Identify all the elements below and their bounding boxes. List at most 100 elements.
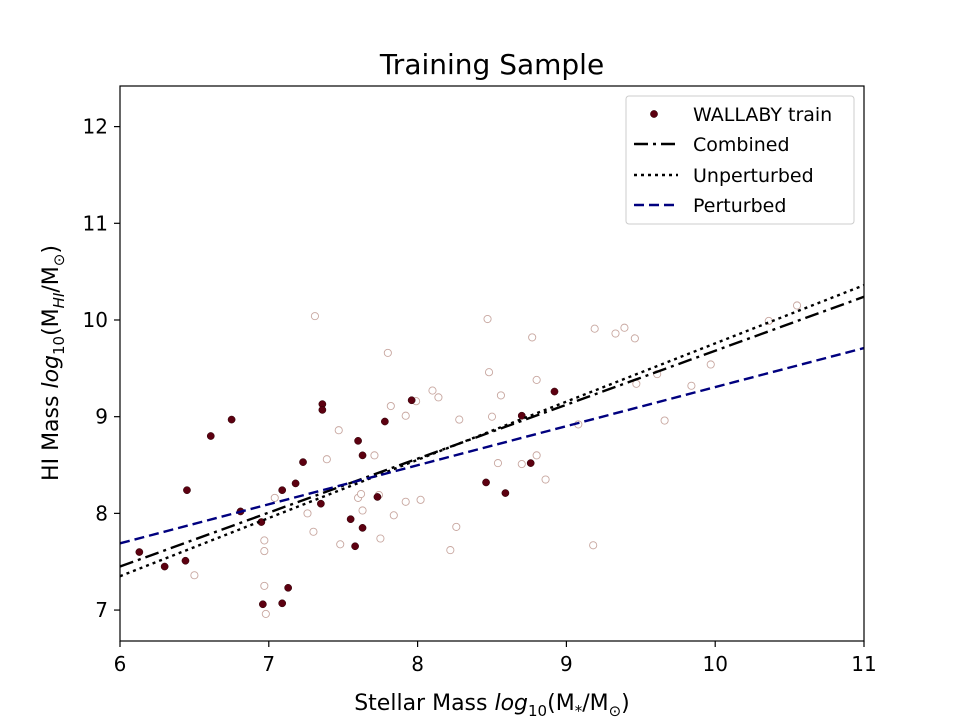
legend-box	[625, 95, 855, 225]
sample-point	[446, 546, 455, 555]
sample-point	[687, 381, 696, 390]
background-points	[190, 301, 802, 618]
sample-point	[541, 475, 550, 484]
train-point	[299, 458, 307, 466]
train-point	[318, 406, 327, 414]
sample-point	[589, 541, 598, 550]
train-point	[358, 524, 367, 532]
sample-point	[310, 312, 319, 321]
sample-point	[309, 527, 318, 536]
x-axis: 6 7 8 9 10 11	[114, 641, 877, 676]
x-tick-label: 10	[702, 652, 727, 676]
train-point	[227, 415, 236, 424]
train-point	[258, 600, 267, 609]
y-tick-label: 10	[83, 308, 108, 332]
sample-point	[611, 329, 620, 338]
sample-point	[428, 386, 437, 395]
x-axis-title: Stellar Mass log10(M*/M⊙)	[354, 691, 630, 720]
train-point	[278, 599, 287, 608]
sample-point	[322, 455, 331, 464]
y-tick-label: 9	[95, 405, 108, 429]
sample-point	[336, 540, 345, 549]
train-points	[135, 387, 559, 609]
sample-point	[261, 609, 270, 618]
sample-point	[487, 412, 497, 421]
train-point	[291, 479, 300, 488]
y-axis-title: HI Mass log10(MHI/M⊙)	[39, 245, 68, 481]
sample-point	[455, 415, 464, 424]
train-point	[206, 432, 215, 440]
legend-label: Perturbed	[693, 195, 786, 217]
x-tick-label: 8	[411, 652, 424, 676]
sample-point	[370, 451, 379, 460]
train-point	[550, 387, 559, 396]
train-point	[346, 515, 355, 524]
legend-label: Unperturbed	[693, 165, 814, 187]
x-tick-label: 11	[851, 652, 876, 676]
train-point	[358, 451, 367, 460]
sample-point	[358, 506, 367, 515]
train-point	[135, 548, 144, 556]
sample-point	[270, 493, 279, 502]
sample-point	[452, 522, 461, 531]
sample-point	[590, 324, 599, 333]
y-tick-label: 12	[83, 115, 108, 139]
sample-point	[484, 368, 494, 377]
x-tick-label: 9	[560, 652, 573, 676]
fit-line-perturbed	[119, 346, 865, 545]
sample-point	[190, 571, 199, 580]
sample-point	[260, 547, 269, 556]
train-point	[160, 562, 169, 571]
train-point	[517, 411, 526, 420]
sample-point	[383, 348, 392, 357]
legend-label: Combined	[693, 134, 790, 156]
legend-label: WALLABY train	[693, 104, 832, 126]
sample-point	[532, 451, 541, 460]
sample-point	[389, 511, 398, 520]
train-point	[407, 396, 416, 405]
sample-point	[630, 334, 639, 343]
train-point	[373, 493, 382, 501]
y-tick-label: 8	[95, 501, 108, 525]
train-point	[381, 417, 389, 426]
sample-point	[660, 416, 669, 425]
sample-point	[401, 497, 410, 506]
train-point	[354, 437, 362, 445]
legend: WALLABY train Combined Unperturbed Perturbe…	[625, 95, 855, 225]
sample-point	[620, 323, 629, 332]
sample-point	[792, 301, 802, 310]
sample-point	[517, 460, 526, 469]
x-tick-label: 6	[114, 652, 127, 676]
sample-point	[532, 375, 541, 384]
y-tick-label: 7	[95, 598, 108, 622]
sample-point	[483, 314, 492, 324]
train-point	[278, 486, 287, 495]
sample-point	[706, 360, 715, 369]
sample-point	[334, 426, 343, 435]
y-tick-label: 11	[83, 211, 108, 235]
sample-point	[496, 391, 505, 400]
train-point	[284, 583, 292, 592]
y-axis: 7 8 9 10 11 12	[83, 115, 120, 622]
sample-point	[260, 536, 269, 545]
train-point	[351, 542, 359, 551]
sample-point	[386, 401, 395, 411]
sample-point	[434, 393, 443, 402]
legend-marker-train	[650, 110, 658, 118]
sample-point	[528, 333, 537, 342]
sample-point	[303, 509, 312, 518]
train-point	[317, 499, 325, 508]
sample-point	[401, 411, 410, 420]
sample-point	[260, 581, 269, 590]
train-point	[183, 486, 191, 495]
train-point	[526, 459, 535, 467]
fit-line-combined	[119, 295, 865, 568]
fit-line-unperturbed	[119, 284, 865, 578]
plot-frame	[119, 85, 865, 642]
train-point	[501, 489, 510, 497]
chart-title: Training Sample	[379, 48, 604, 81]
fit-lines	[119, 284, 865, 578]
sample-point	[357, 489, 366, 499]
train-point	[181, 556, 190, 565]
